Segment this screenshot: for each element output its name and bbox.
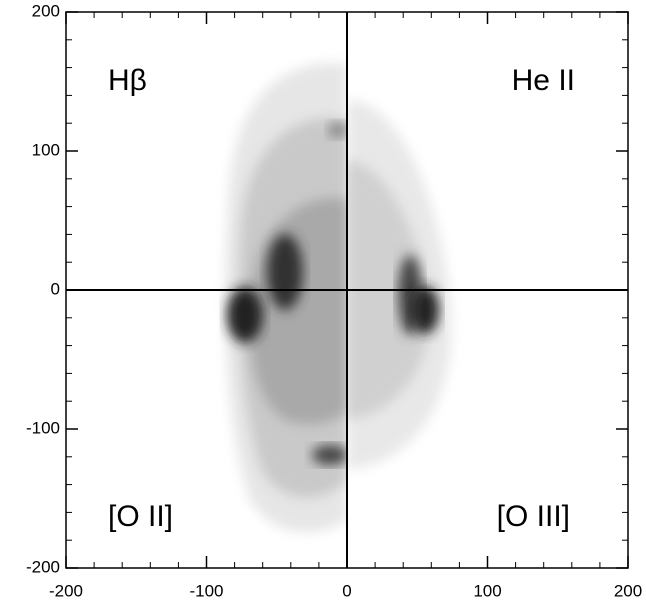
annotation: [O III] <box>497 500 570 533</box>
emission-peak <box>328 122 347 138</box>
y-tick-label: -100 <box>26 418 60 437</box>
x-tick-label: 200 <box>614 581 642 600</box>
annotation: He II <box>512 64 575 97</box>
emission-peak <box>411 286 439 334</box>
x-tick-label: 100 <box>473 581 501 600</box>
x-tick-label: 0 <box>342 581 351 600</box>
y-tick-label: 0 <box>51 279 60 298</box>
intensity-image <box>225 63 452 533</box>
y-tick-label: 100 <box>32 140 60 159</box>
y-tick-label: -200 <box>26 557 60 576</box>
annotation: Hβ <box>108 64 147 97</box>
x-tick-label: -200 <box>49 581 83 600</box>
emission-peak <box>312 445 347 465</box>
emission-peak <box>227 287 263 343</box>
annotation: [O II] <box>108 500 173 533</box>
emission-peak <box>267 234 303 310</box>
x-tick-label: -100 <box>189 581 223 600</box>
y-tick-label: 200 <box>32 1 60 20</box>
